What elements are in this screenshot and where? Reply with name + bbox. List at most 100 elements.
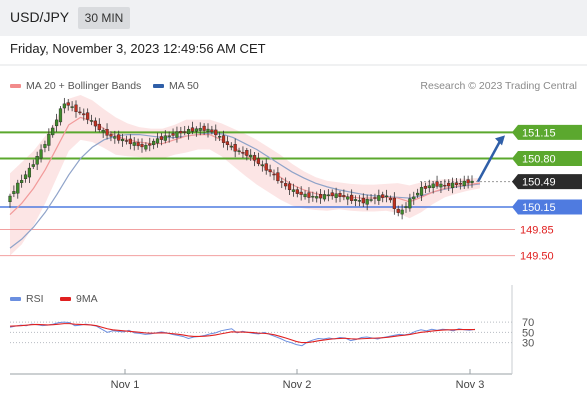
candle-body	[132, 142, 136, 146]
candle-body	[419, 187, 424, 196]
candle-body	[330, 192, 334, 196]
rsi-tick-70: 70	[522, 317, 534, 329]
candle-body	[229, 145, 233, 148]
rsi-tick-30: 30	[522, 338, 534, 350]
candle-body	[350, 194, 354, 201]
candle-body	[148, 143, 152, 146]
ma50-line	[9, 132, 481, 249]
x-tick-label: Nov 3	[456, 379, 485, 391]
candle-body	[466, 179, 470, 184]
candle-body	[43, 144, 47, 148]
legend-9ma: 9MA	[60, 293, 98, 305]
level-label-149.85: 149.85	[520, 224, 554, 236]
candle-body	[346, 196, 350, 200]
candle-body	[303, 193, 307, 198]
candle-body	[268, 169, 272, 173]
candle-body	[186, 129, 191, 135]
candle-body	[280, 181, 284, 183]
level-tag-text: 150.49	[522, 177, 556, 189]
candle-body	[427, 185, 431, 189]
level-tag-text: 151.15	[522, 127, 556, 139]
candle-body	[218, 136, 222, 138]
x-tick-label: Nov 2	[283, 379, 312, 391]
candle-body	[120, 138, 125, 142]
candle-body	[276, 172, 280, 182]
candle-body	[175, 131, 179, 138]
candle-body	[12, 191, 16, 195]
candle-body	[31, 164, 35, 167]
ma50-swatch	[153, 84, 164, 88]
candle-body	[70, 106, 74, 108]
candle-body	[167, 135, 171, 137]
candle-body	[361, 197, 365, 204]
rsi-tick-50: 50	[522, 327, 534, 339]
candle-body	[307, 192, 311, 198]
candle-body	[458, 183, 462, 185]
ma9-swatch	[60, 297, 71, 301]
candle-body	[400, 209, 404, 215]
candle-body	[439, 183, 443, 188]
candle-body	[214, 129, 218, 136]
candle-body	[373, 197, 377, 199]
bollinger-band	[10, 95, 480, 256]
candle-body	[318, 194, 323, 199]
candle-body	[86, 112, 90, 120]
candle-body	[140, 143, 144, 148]
candle-body	[202, 125, 206, 131]
legend-ma50: MA 50	[153, 80, 199, 92]
candle-body	[241, 152, 245, 154]
candle-body	[159, 136, 164, 140]
symbol-label: USD/JPY	[10, 9, 70, 25]
candle-body	[408, 198, 412, 209]
candles	[8, 97, 474, 220]
level-tag-text: 150.15	[522, 202, 556, 214]
rsi-9ma-line	[9, 323, 475, 344]
candle-body	[136, 142, 140, 147]
level-tag-text: 150.80	[522, 153, 556, 165]
x-tick-label: Nov 1	[111, 379, 140, 391]
ma9-label: 9MA	[76, 293, 98, 305]
candle-body	[396, 208, 400, 213]
rsi-label: RSI	[26, 293, 44, 305]
candle-body	[74, 104, 78, 112]
candle-body	[377, 195, 381, 201]
candle-body	[93, 120, 98, 127]
candle-body	[97, 123, 101, 131]
candle-body	[54, 119, 59, 127]
candle-body	[233, 144, 237, 152]
candle-body	[113, 136, 117, 139]
candle-body	[287, 183, 292, 191]
candle-body	[128, 138, 132, 145]
candle-body	[190, 127, 195, 132]
candle-body	[284, 183, 288, 187]
candle-body	[404, 206, 408, 208]
candle-body	[152, 140, 156, 146]
level-tag-bg	[512, 199, 582, 215]
candle-body	[357, 200, 362, 202]
candle-body	[264, 163, 268, 171]
timestamp: Friday, November 3, 2023 12:49:56 AM CET	[10, 41, 266, 56]
candle-body	[256, 158, 261, 164]
research-credit: Research © 2023 Trading Central	[420, 80, 577, 92]
candle-body	[311, 195, 315, 198]
candle-body	[124, 140, 129, 142]
candle-body	[35, 156, 39, 165]
candle-body	[20, 180, 24, 183]
candle-body	[326, 194, 330, 196]
candle-body	[82, 113, 86, 116]
timeframe-button[interactable]: 30 MIN	[78, 7, 130, 29]
forecast-arrow-shaft	[476, 138, 503, 183]
candle-body	[66, 102, 70, 106]
candle-body	[252, 155, 257, 161]
level-tag-bg	[512, 150, 582, 166]
candle-body	[8, 195, 12, 203]
candle-body	[179, 131, 183, 134]
ma20-swatch	[10, 84, 21, 88]
candle-body	[412, 196, 416, 200]
ma20-line	[9, 116, 481, 215]
candle-body	[198, 128, 202, 131]
candle-body	[450, 182, 455, 189]
candle-body	[342, 195, 346, 198]
